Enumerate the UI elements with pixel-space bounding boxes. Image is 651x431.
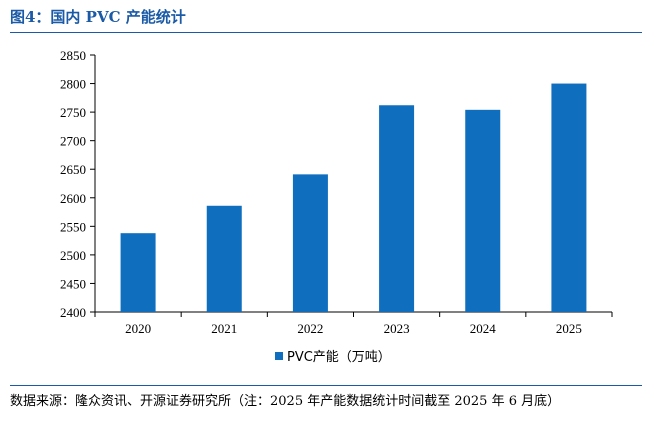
y-axis-ticks: 2400 2450 2500 2550 2600 2650 2700 2750 2800 2850 [60,48,95,320]
data-source-note: 数据来源：隆众资讯、开源证券研究所（注：2025 年产能数据统计时间截至 202… [10,394,561,409]
y-tick-label: 2650 [60,162,86,177]
bar-2024 [465,109,501,313]
y-tick-label: 2600 [60,191,86,206]
bar-series [120,83,587,313]
legend-swatch [275,352,283,360]
y-tick-label: 2400 [60,305,86,320]
bar-2025 [551,83,587,312]
y-tick-label: 2750 [60,105,86,120]
y-tick-label: 2550 [60,219,86,234]
y-tick-label: 2500 [60,248,86,263]
chart-legend: PVC产能（万吨） [275,350,391,365]
x-tick-label: 2021 [211,321,237,336]
source-divider [10,385,642,386]
y-tick-label: 2850 [60,48,86,63]
figure-title: 图4：国内 PVC 产能统计 [10,8,186,26]
bar-2021 [206,205,242,312]
bar-2022 [292,174,328,312]
x-tick-label: 2025 [556,321,582,336]
y-tick-label: 2800 [60,77,86,92]
x-axis-ticks: 2020 2021 2022 2023 2024 2025 [94,312,613,336]
bar-2023 [379,105,415,312]
y-tick-label: 2450 [60,276,86,291]
x-tick-label: 2024 [470,321,497,336]
title-divider [10,32,642,33]
chart-axes [94,55,612,313]
x-tick-label: 2020 [125,321,151,336]
x-tick-label: 2023 [384,321,410,336]
legend-label: PVC产能（万吨） [287,350,391,365]
y-tick-label: 2700 [60,134,86,149]
bar-chart: 2400 2450 2500 2550 2600 2650 2700 2750 2800 2850… [60,48,613,365]
bar-2020 [120,233,156,312]
x-tick-label: 2022 [297,321,323,336]
